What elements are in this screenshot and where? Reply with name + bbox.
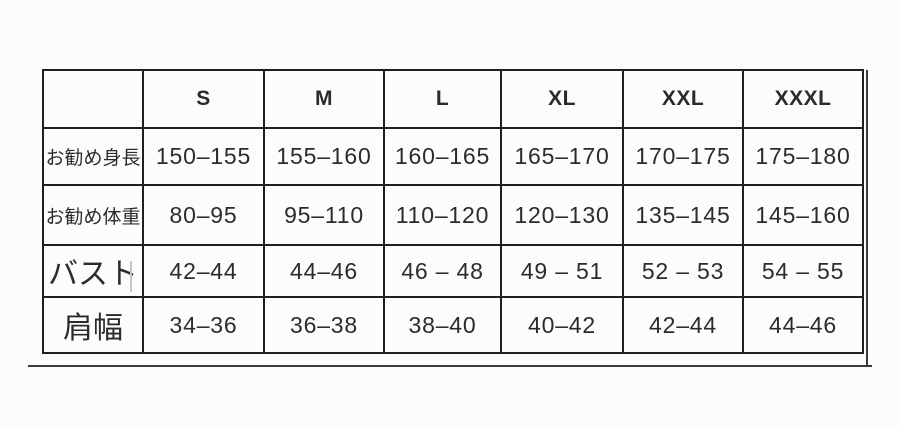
table-cell: 38–40 xyxy=(383,296,502,354)
table-cell: 40–42 xyxy=(500,296,624,354)
table-cell: 80–95 xyxy=(142,184,265,246)
table-cell: 44–46 xyxy=(742,296,864,354)
table-row-bust: バスト 42–44 44–46 46 – 48 49 – 51 52 – 53 … xyxy=(42,244,864,298)
outer-frame-bottom-line xyxy=(28,365,872,367)
table-cell: 52 – 53 xyxy=(622,244,744,298)
outer-frame-right-line xyxy=(866,70,868,367)
table-cell: 44–46 xyxy=(263,244,385,298)
row-label-bust: バスト xyxy=(42,244,144,298)
row-label-shoulder: 肩幅 xyxy=(42,296,144,354)
table-cell: 170–175 xyxy=(622,127,744,186)
table-cell: 110–120 xyxy=(383,184,502,246)
col-header-s: S xyxy=(142,69,265,129)
table-cell: 155–160 xyxy=(263,127,385,186)
table-cell: 36–38 xyxy=(263,296,385,354)
col-header-xl: XL xyxy=(500,69,624,129)
table-row-shoulder: 肩幅 34–36 36–38 38–40 40–42 42–44 44–46 xyxy=(42,296,864,354)
table-cell: 150–155 xyxy=(142,127,265,186)
table-cell: 95–110 xyxy=(263,184,385,246)
table-cell: 160–165 xyxy=(383,127,502,186)
table-cell: 42–44 xyxy=(142,244,265,298)
size-chart-table: S M L XL XXL XXXL お勧め身長 150–155 155–160 … xyxy=(42,69,864,354)
table-cell: 34–36 xyxy=(142,296,265,354)
corner-cell xyxy=(42,69,144,129)
table-cell: 54 – 55 xyxy=(742,244,864,298)
col-header-m: M xyxy=(263,69,385,129)
table-cell: 145–160 xyxy=(742,184,864,246)
row-label-weight: お勧め体重 xyxy=(42,184,144,246)
header-row: S M L XL XXL XXXL xyxy=(42,69,864,129)
row-label-height: お勧め身長 xyxy=(42,127,144,186)
table-cell: 46 – 48 xyxy=(383,244,502,298)
col-header-xxxl: XXXL xyxy=(742,69,864,129)
table-cell: 135–145 xyxy=(622,184,744,246)
table-cell: 120–130 xyxy=(500,184,624,246)
table-cell: 49 – 51 xyxy=(500,244,624,298)
table-cell: 42–44 xyxy=(622,296,744,354)
col-header-xxl: XXL xyxy=(622,69,744,129)
table-cell: 165–170 xyxy=(500,127,624,186)
text-cursor-artifact xyxy=(130,261,132,292)
table-row-height: お勧め身長 150–155 155–160 160–165 165–170 17… xyxy=(42,127,864,186)
table-row-weight: お勧め体重 80–95 95–110 110–120 120–130 135–1… xyxy=(42,184,864,246)
col-header-l: L xyxy=(383,69,502,129)
table-cell: 175–180 xyxy=(742,127,864,186)
